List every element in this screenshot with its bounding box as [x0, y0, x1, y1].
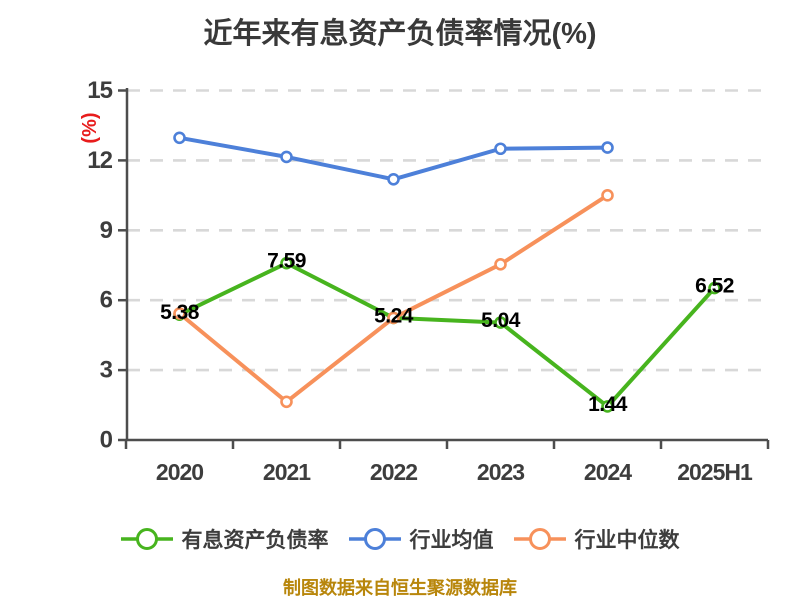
y-tick-label: 12	[87, 147, 112, 174]
data-point-marker	[173, 131, 186, 145]
legend-item-1: 行业均值	[348, 524, 494, 554]
y-tick-label: 6	[100, 287, 113, 314]
data-point-label: 5.24	[374, 304, 414, 327]
x-tick-label: 2021	[263, 459, 311, 485]
data-point-marker	[708, 281, 721, 295]
legend-item-2: 行业中位数	[513, 524, 680, 554]
x-tick-label: 2023	[477, 459, 524, 485]
x-tick-label: 2025H1	[677, 459, 753, 485]
data-point-label: 5.38	[160, 301, 200, 324]
data-point-marker	[280, 150, 293, 164]
data-point-label: 5.04	[481, 309, 521, 332]
legend-series-marker-icon	[120, 528, 173, 550]
x-tick-label: 2020	[156, 459, 203, 485]
data-point-label: 6.52	[695, 275, 734, 298]
data-point-marker	[601, 400, 614, 413]
data-point-marker	[494, 316, 507, 329]
data-point-marker	[494, 258, 507, 271]
data-point-marker	[494, 142, 507, 156]
y-tick-label: 0	[100, 427, 113, 454]
y-axis-title: (%)	[79, 112, 101, 143]
legend-series-label: 有息资产负债率	[181, 529, 329, 552]
y-tick-label: 3	[100, 357, 113, 384]
data-point-marker	[601, 141, 614, 154]
data-point-marker	[280, 256, 293, 270]
chart-legend: 有息资产负债率 行业均值 行业中位数	[0, 524, 800, 554]
x-tick-label: 2022	[370, 459, 417, 485]
legend-series-label: 行业中位数	[574, 529, 680, 552]
legend-item-0: 有息资产负债率	[120, 524, 329, 554]
line-chart-plot: 0 3 6 9 12 15 2020 2021 2022 2023 2024 2025H1 (%) 5.3…	[79, 77, 770, 485]
data-point-label: 1.44	[588, 393, 628, 416]
y-tick-label: 15	[87, 77, 112, 104]
legend-series-label: 行业均值	[409, 529, 494, 552]
y-tick-label: 9	[100, 217, 113, 244]
data-point-marker	[173, 307, 186, 320]
x-tick-label: 2024	[584, 459, 632, 485]
data-point-marker	[280, 395, 293, 409]
legend-series-marker-icon	[348, 528, 401, 550]
data-point-marker	[387, 311, 400, 325]
data-point-marker	[601, 189, 614, 202]
chart-title: 近年来有息资产负债率情况(%)	[203, 18, 597, 50]
data-point-marker	[387, 172, 400, 186]
data-point-label: 7.59	[267, 250, 306, 273]
legend-series-marker-icon	[513, 528, 566, 550]
data-source-note: 制图数据来自恒生聚源数据库	[283, 578, 517, 598]
series-line-0	[177, 261, 717, 409]
